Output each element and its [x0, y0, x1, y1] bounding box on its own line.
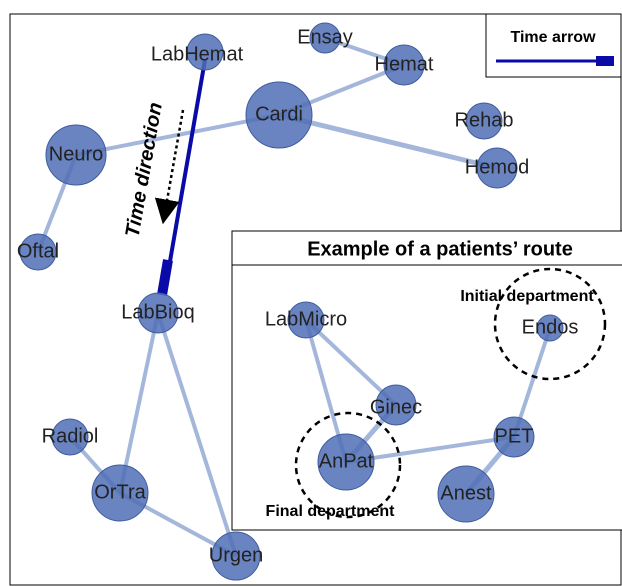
node-label: LabBioq: [121, 301, 194, 323]
node: [375, 384, 417, 426]
initial-ring: [493, 267, 607, 381]
node-label: Cardi: [255, 103, 303, 125]
node: [245, 81, 313, 149]
edge: [278, 112, 498, 171]
time-edge-head: [157, 259, 173, 296]
inset-title: Example of a patients’ route: [307, 238, 573, 260]
final-label: Final department: [266, 503, 396, 520]
node: [137, 292, 179, 334]
node-label: Ginec: [370, 396, 422, 418]
edge: [118, 312, 160, 494]
edge: [304, 318, 398, 407]
node: [19, 233, 57, 271]
node-label: Ensay: [297, 26, 353, 48]
node: [211, 531, 261, 581]
node: [493, 416, 535, 458]
node: [309, 22, 341, 54]
node-label: Radiol: [42, 425, 99, 447]
node-label: Anest: [440, 482, 492, 504]
node-label: Urgen: [209, 544, 263, 566]
node: [317, 433, 375, 491]
node-label: AnPat: [319, 450, 374, 472]
initial-label: Initial department: [460, 288, 594, 305]
final-ring: [294, 411, 402, 519]
node: [465, 102, 503, 140]
node: [91, 464, 149, 522]
node-label: LabHemat: [151, 43, 244, 65]
edge: [156, 312, 238, 557]
node: [383, 44, 425, 86]
node-label: LabMicro: [265, 308, 347, 330]
node: [437, 465, 495, 523]
node: [186, 33, 224, 71]
time-direction: Time direction: [122, 101, 167, 239]
time-edge: [163, 59, 207, 291]
node: [287, 301, 325, 339]
node-label: Endos: [522, 316, 579, 338]
node: [536, 314, 564, 342]
node: [476, 147, 518, 189]
node: [45, 124, 107, 186]
node: [51, 418, 89, 456]
legend-head: [596, 56, 614, 66]
node-label: Oftal: [17, 240, 59, 262]
node-label: Neuro: [49, 143, 103, 165]
node-label: OrTra: [94, 481, 146, 503]
node-label: Rehab: [455, 109, 514, 131]
node-label: PET: [495, 425, 534, 447]
node-label: Hemat: [375, 53, 434, 75]
time-direction-arrow: [154, 109, 185, 225]
node-label: Hemod: [465, 156, 529, 178]
legend-box: [485, 13, 622, 78]
legend-title: Time arrow: [510, 29, 596, 46]
inset-box: [231, 230, 622, 531]
